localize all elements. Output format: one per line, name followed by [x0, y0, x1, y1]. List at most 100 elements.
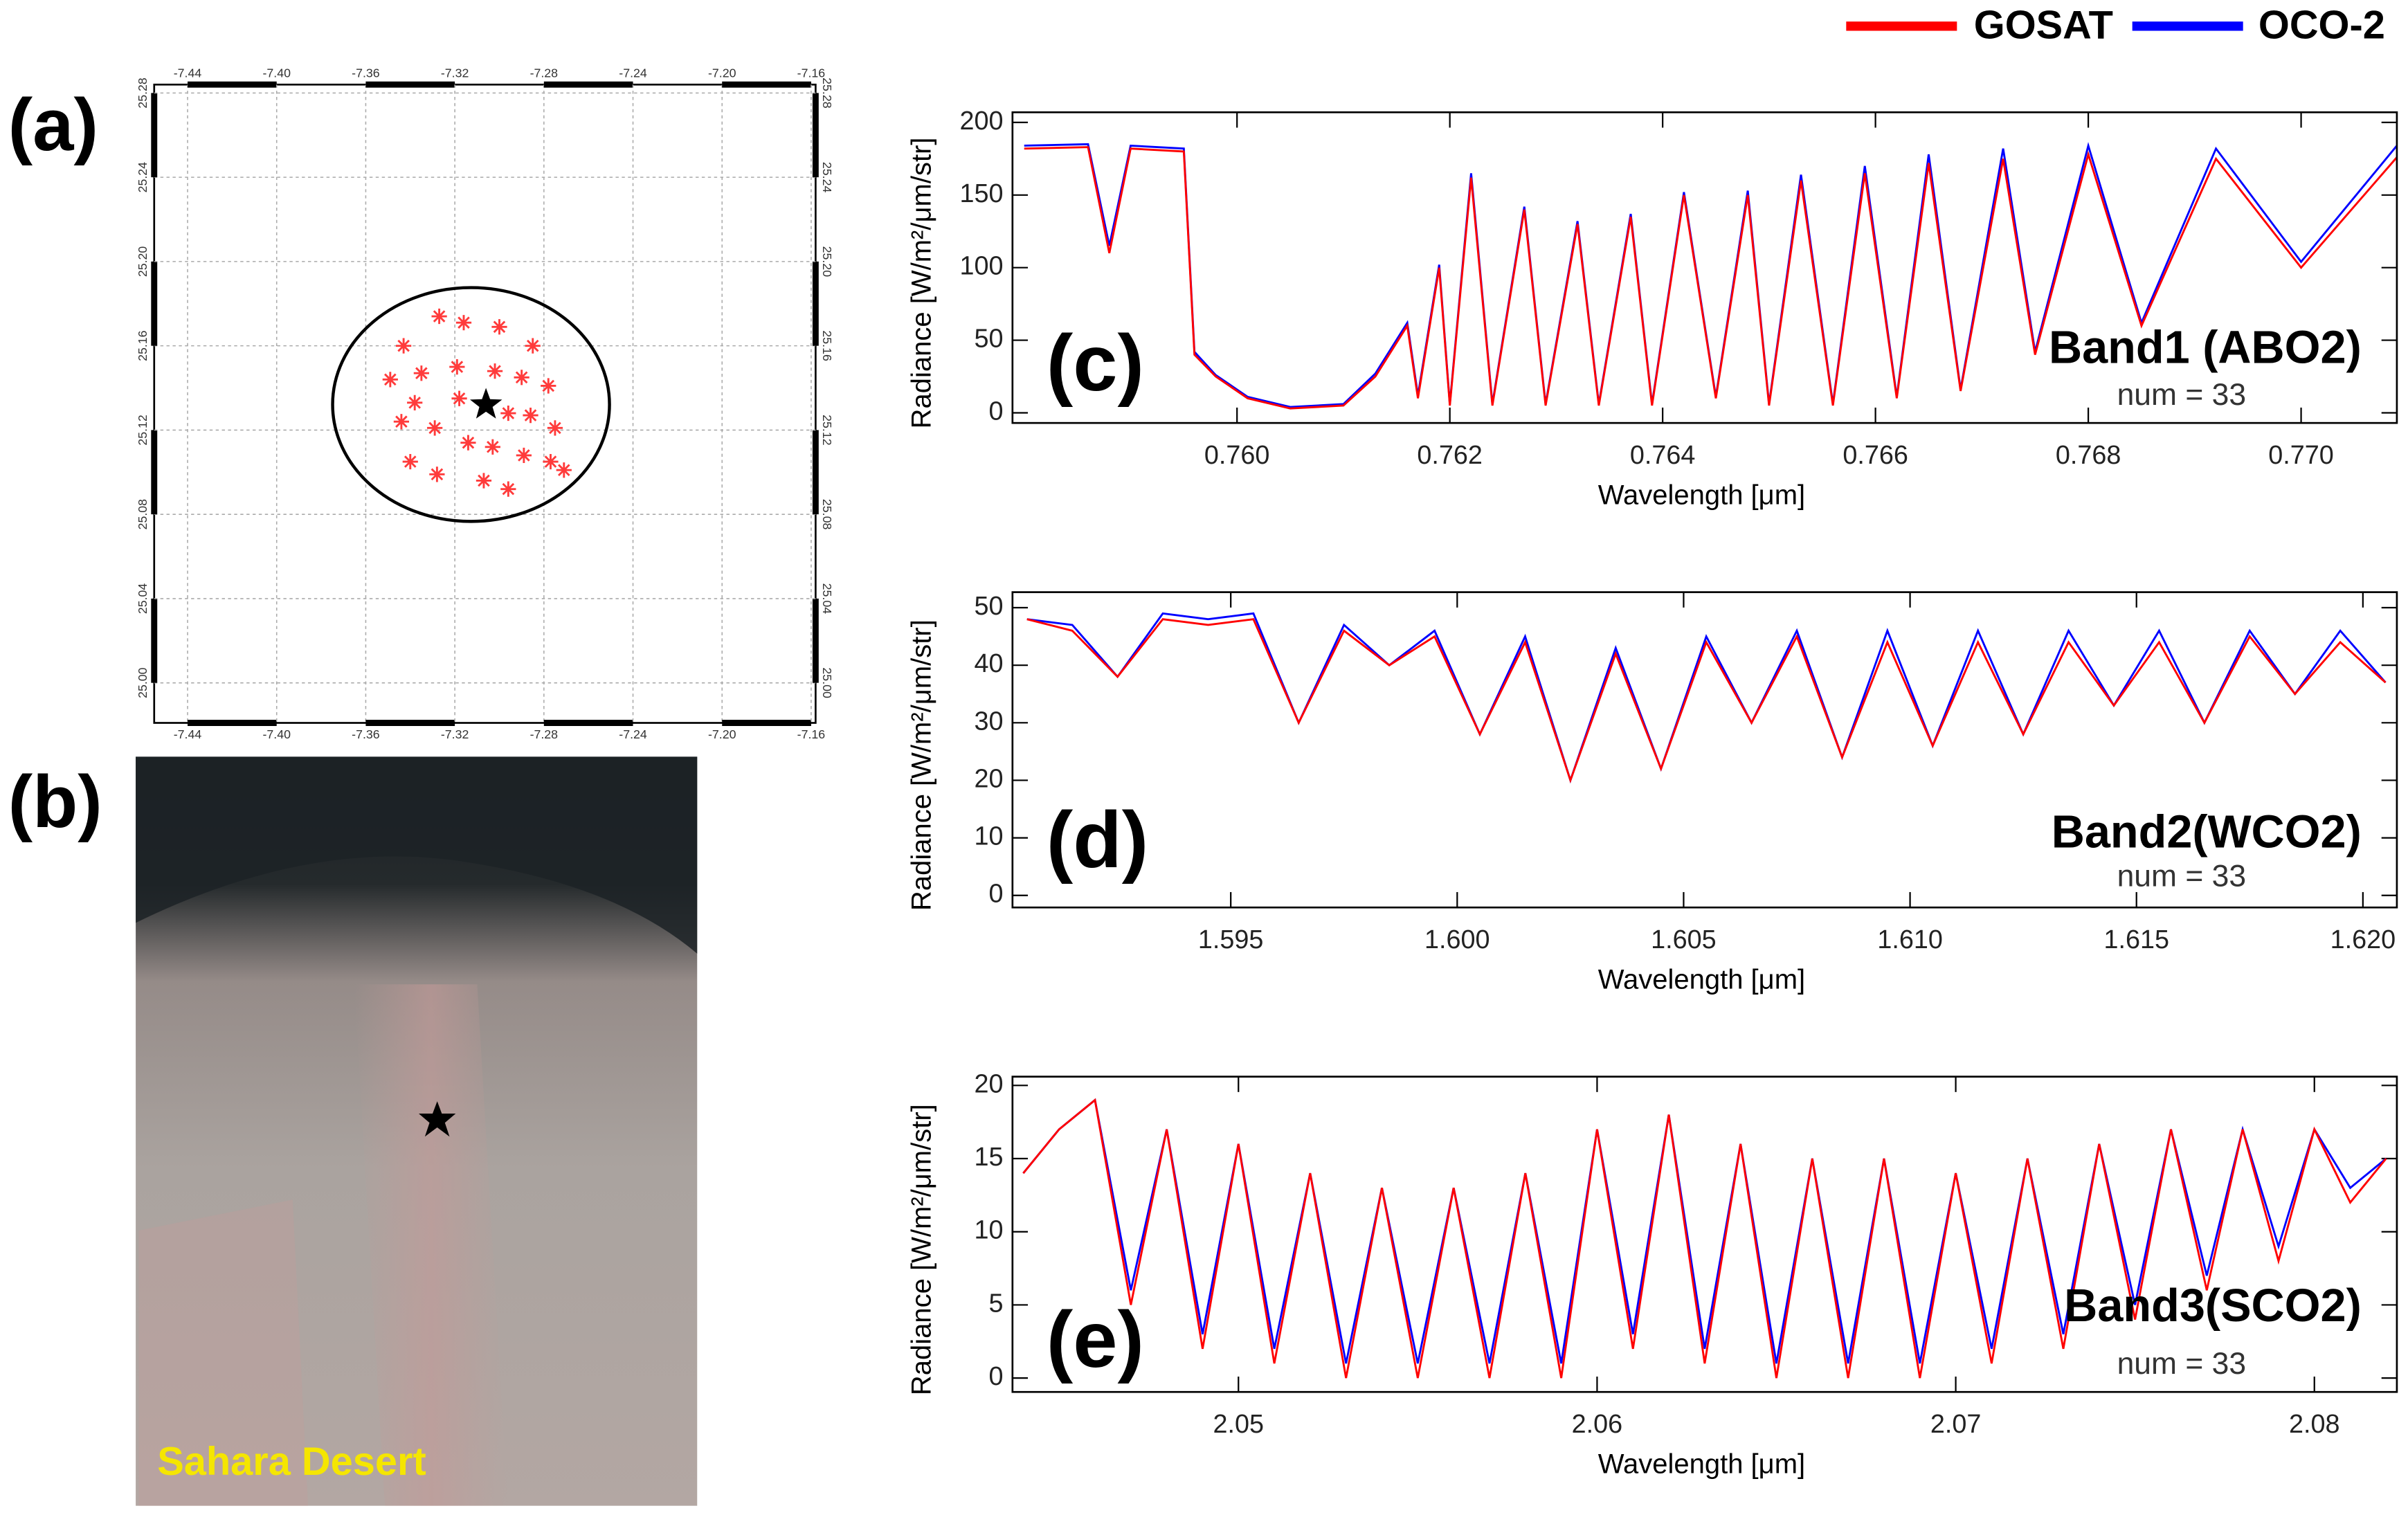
x-tick-label: -7.28: [530, 66, 559, 80]
x-tick-label: -7.16: [797, 66, 826, 80]
x-tick-label: -7.44: [174, 727, 202, 741]
asterisk-marker: [431, 308, 447, 325]
asterisk-marker: [525, 338, 541, 354]
x-tick-label: -7.40: [262, 66, 291, 80]
star-marker: [470, 388, 503, 419]
image-streak: [354, 984, 508, 1506]
y-tick-label: 20: [974, 764, 1003, 793]
y-tick-label: 25.12: [820, 415, 834, 445]
y-tick-label: 25.04: [136, 583, 150, 615]
location-star: [418, 1101, 456, 1137]
y-tick-label: 10: [974, 1216, 1003, 1245]
y-tick-label: 25.24: [136, 162, 150, 193]
y-tick-label: 10: [974, 822, 1003, 851]
plot-frame: [1011, 1076, 2398, 1393]
panel-label: (d): [1047, 795, 1149, 884]
count-note: num = 33: [2117, 860, 2247, 893]
x-tick-label: 1.620: [2330, 925, 2396, 954]
x-tick-label: 1.595: [1198, 925, 1264, 954]
y-axis-title: Radiance [W/m²/μm/str]: [906, 619, 936, 911]
x-tick-label: 0.768: [2056, 441, 2121, 470]
x-tick-label: 2.06: [1572, 1410, 1623, 1439]
y-tick-label: 25.00: [820, 667, 834, 698]
image-streak: [138, 1199, 308, 1506]
y-tick-label: 50: [974, 325, 1003, 354]
y-tick-label: 200: [959, 107, 1003, 136]
asterisk-marker: [514, 370, 529, 385]
y-tick-label: 25.20: [136, 246, 150, 278]
spectrum-line: [1024, 146, 2398, 410]
y-tick-label: 40: [974, 649, 1003, 678]
x-tick-label: 0.762: [1417, 441, 1483, 470]
x-tick-label: -7.44: [174, 66, 202, 80]
band-annotation: Band3(SCO2): [2064, 1280, 2362, 1332]
x-tick-label: 0.764: [1630, 441, 1696, 470]
asterisk-marker: [429, 466, 445, 482]
y-tick-label: 150: [959, 179, 1003, 208]
panel-label: (c): [1047, 318, 1144, 408]
asterisk-marker: [541, 378, 556, 394]
asterisk-marker: [547, 420, 563, 436]
x-tick-label: -7.36: [352, 66, 380, 80]
y-tick-label: 25.08: [820, 499, 834, 530]
x-tick-label: -7.24: [619, 727, 647, 741]
plot-frame: [1011, 591, 2398, 909]
plot-frame: [1011, 111, 2398, 424]
band-annotation: Band2(WCO2): [2052, 806, 2362, 858]
x-tick-label: -7.36: [352, 727, 380, 741]
panel-label: (e): [1047, 1295, 1144, 1384]
y-tick-label: 25.16: [136, 330, 150, 361]
y-tick-label: 25.28: [136, 78, 150, 109]
asterisk-marker: [500, 481, 516, 497]
y-tick-label: 0: [988, 1362, 1003, 1391]
legend-label: OCO-2: [2258, 3, 2385, 47]
y-tick-label: 100: [959, 252, 1003, 281]
panel-label: (a): [8, 83, 98, 166]
y-tick-label: 0: [988, 880, 1003, 909]
asterisk-marker: [516, 447, 532, 464]
x-tick-label: -7.40: [262, 727, 291, 741]
asterisk-marker: [451, 390, 467, 406]
x-axis-title: Wavelength [μm]: [1598, 964, 1805, 995]
y-axis-title: Radiance [W/m²/μm/str]: [906, 137, 936, 428]
asterisk-marker: [543, 453, 559, 470]
count-note: num = 33: [2117, 378, 2247, 412]
asterisk-marker: [407, 394, 423, 410]
asterisk-marker: [382, 372, 398, 388]
image-caption: Sahara Desert: [157, 1440, 426, 1484]
x-tick-label: -7.24: [619, 66, 647, 80]
spectrum-line: [1022, 1098, 2387, 1379]
x-tick-label: 0.766: [1843, 441, 1908, 470]
asterisk-marker: [476, 473, 492, 489]
x-tick-label: -7.32: [441, 727, 469, 741]
x-axis-title: Wavelength [μm]: [1598, 480, 1805, 510]
x-tick-label: -7.16: [797, 727, 826, 741]
y-tick-label: 25.24: [820, 162, 834, 193]
y-tick-label: 25.00: [136, 667, 150, 698]
asterisk-marker: [487, 363, 503, 379]
spectrum-line: [1026, 612, 2387, 784]
y-tick-label: 20: [974, 1069, 1003, 1098]
y-tick-label: 25.28: [820, 78, 834, 109]
x-tick-label: 2.08: [2289, 1410, 2340, 1439]
asterisk-marker: [491, 319, 507, 335]
y-tick-label: 25.20: [820, 246, 834, 278]
x-tick-label: 2.07: [1930, 1410, 1982, 1439]
asterisk-marker: [455, 315, 472, 331]
asterisk-marker: [556, 462, 572, 478]
asterisk-marker: [393, 414, 410, 430]
x-tick-label: 1.610: [1877, 925, 1943, 954]
y-tick-label: 25.16: [820, 330, 834, 361]
y-tick-label: 25.04: [820, 583, 834, 615]
x-tick-label: 1.605: [1651, 925, 1717, 954]
y-tick-label: 25.12: [136, 415, 150, 445]
x-axis-title: Wavelength [μm]: [1598, 1449, 1805, 1479]
spectrum-line: [1026, 618, 2387, 783]
x-tick-label: 2.05: [1213, 1410, 1265, 1439]
legend-label: GOSAT: [1974, 3, 2113, 47]
asterisk-marker: [460, 435, 476, 451]
x-tick-label: 0.760: [1204, 441, 1270, 470]
x-tick-label: -7.32: [441, 66, 469, 80]
